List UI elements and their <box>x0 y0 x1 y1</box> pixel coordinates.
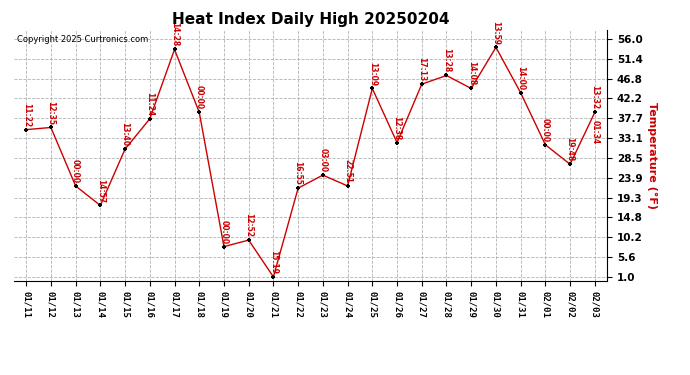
Text: 03:00: 03:00 <box>318 148 327 172</box>
Point <box>219 244 230 250</box>
Text: 17:13: 17:13 <box>417 57 426 81</box>
Title: Heat Index Daily High 20250204: Heat Index Daily High 20250204 <box>172 12 449 27</box>
Text: 12:35: 12:35 <box>46 101 55 125</box>
Point <box>391 140 402 146</box>
Text: 14:28: 14:28 <box>170 22 179 47</box>
Text: 14:08: 14:08 <box>466 62 475 86</box>
Text: 13:09: 13:09 <box>368 62 377 86</box>
Text: 14:00: 14:00 <box>516 66 525 90</box>
Point <box>317 172 328 178</box>
Text: Copyright 2025 Curtronics.com: Copyright 2025 Curtronics.com <box>17 35 148 44</box>
Point <box>293 185 304 191</box>
Text: 11:24: 11:24 <box>146 92 155 116</box>
Point <box>119 146 130 152</box>
Point <box>564 161 575 167</box>
Text: 00:00: 00:00 <box>71 159 80 183</box>
Point <box>416 81 427 87</box>
Text: 12:38: 12:38 <box>393 116 402 140</box>
Text: 15:19: 15:19 <box>269 250 278 274</box>
Point <box>515 90 526 96</box>
Point <box>589 109 600 115</box>
Point <box>95 202 106 208</box>
Point <box>21 127 32 133</box>
Text: 13:59: 13:59 <box>491 21 500 45</box>
Text: 11:22: 11:22 <box>21 103 30 127</box>
Text: 13:40: 13:40 <box>121 122 130 146</box>
Point <box>466 86 477 92</box>
Text: 01:34: 01:34 <box>591 120 600 144</box>
Point <box>491 44 502 50</box>
Text: 12:52: 12:52 <box>244 213 253 237</box>
Text: 13:28: 13:28 <box>442 48 451 73</box>
Text: 00:00: 00:00 <box>195 86 204 109</box>
Point <box>194 109 205 115</box>
Point <box>367 86 378 92</box>
Text: 19:48: 19:48 <box>566 137 575 162</box>
Y-axis label: Temperature (°F): Temperature (°F) <box>647 102 657 209</box>
Point <box>46 124 57 130</box>
Text: 13:32: 13:32 <box>591 86 600 109</box>
Point <box>540 142 551 148</box>
Text: 00:00: 00:00 <box>219 220 228 244</box>
Point <box>268 274 279 280</box>
Point <box>441 72 452 78</box>
Text: 00:00: 00:00 <box>541 118 550 142</box>
Point <box>243 237 254 243</box>
Text: 22:51: 22:51 <box>343 159 352 183</box>
Point <box>70 183 81 189</box>
Point <box>169 46 180 53</box>
Text: 14:57: 14:57 <box>96 178 105 203</box>
Point <box>144 116 155 122</box>
Point <box>342 183 353 189</box>
Text: 16:55: 16:55 <box>294 162 303 185</box>
